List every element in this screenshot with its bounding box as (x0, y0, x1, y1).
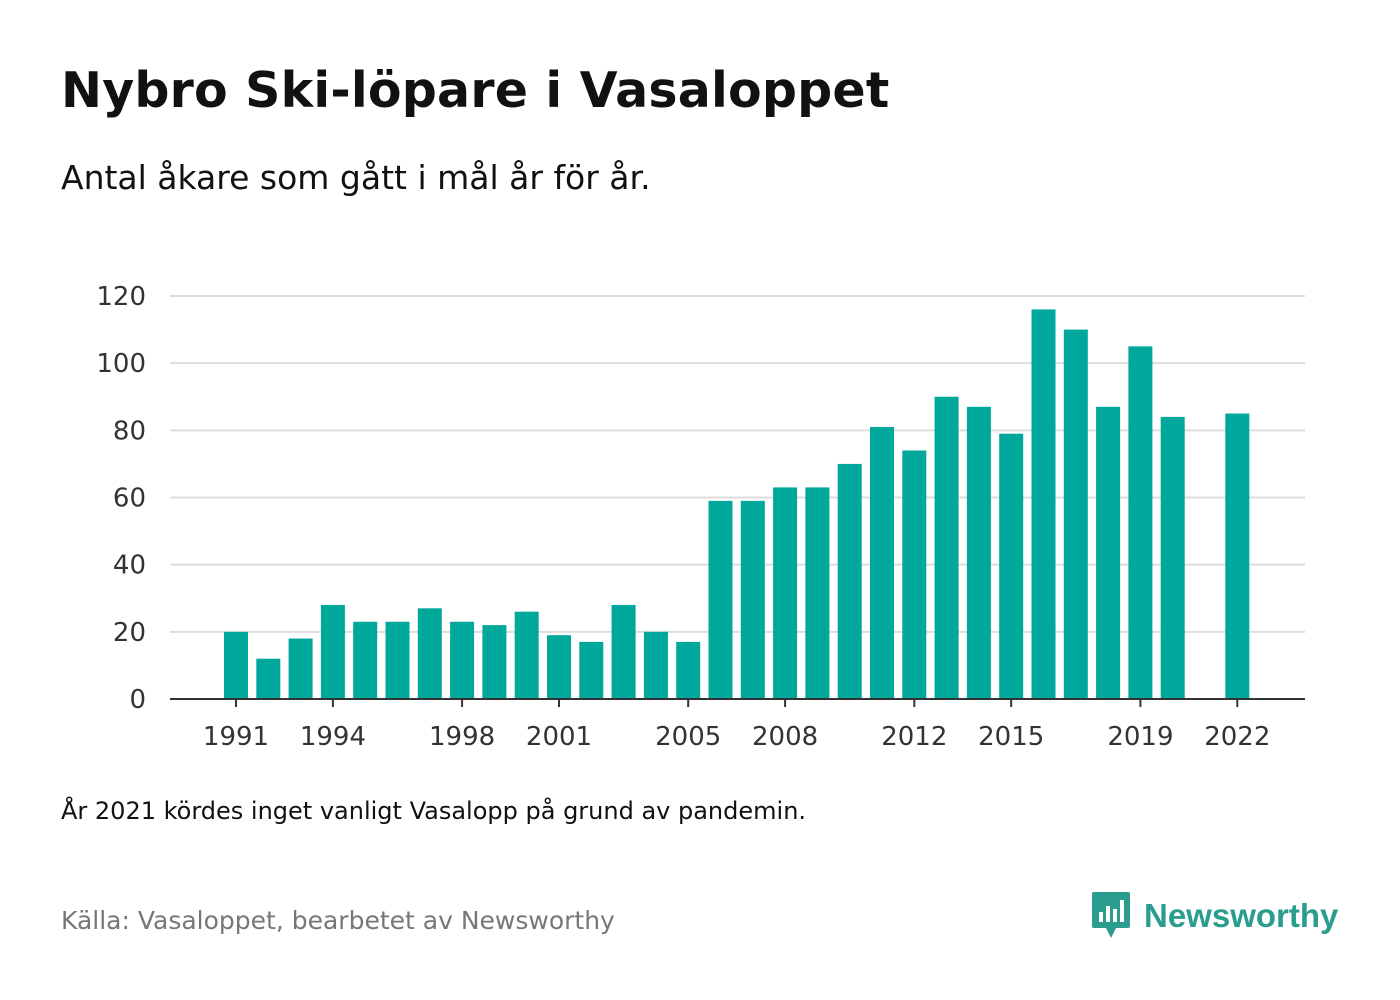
bar-2006 (708, 500, 733, 699)
y-tick-label: 0 (129, 685, 146, 715)
x-tick-label: 2012 (881, 722, 947, 752)
bar-2005 (676, 641, 701, 699)
bar-2014 (966, 406, 991, 699)
bar-2019 (1128, 346, 1153, 699)
bar-2003 (611, 604, 636, 699)
bar-2004 (643, 631, 668, 699)
x-tick-label: 1998 (429, 722, 495, 752)
x-tick-label: 2008 (752, 722, 818, 752)
source-text: Källa: Vasaloppet, bearbetet av Newswort… (61, 906, 615, 935)
bar-2022 (1225, 413, 1250, 699)
bar-2010 (837, 463, 862, 699)
x-tick-label: 1994 (300, 722, 366, 752)
bar-2020 (1160, 416, 1185, 699)
bar-1999 (482, 625, 507, 699)
y-tick-label: 80 (113, 416, 146, 446)
newsworthy-logo-icon (1092, 892, 1130, 938)
bar-1995 (353, 621, 378, 699)
bar-2016 (1031, 309, 1056, 699)
y-tick-label: 100 (96, 349, 146, 379)
y-tick-label: 20 (113, 618, 146, 648)
newsworthy-logo: Newsworthy (1090, 890, 1338, 942)
bar-1996 (385, 621, 410, 699)
y-tick-label: 40 (113, 551, 146, 581)
bar-1991 (224, 631, 248, 699)
bar-1997 (417, 608, 442, 699)
bar-2007 (740, 500, 765, 699)
bar-2018 (1096, 406, 1121, 699)
x-tick-label: 2001 (526, 722, 592, 752)
bar-2009 (805, 487, 830, 699)
bar-2011 (870, 426, 894, 699)
bar-chart: 0 20 40 60 80 100 120 1991 1994 1998 2001 2005 2008 2… (96, 282, 1305, 752)
chart-subtitle: Antal åkare som gått i mål år för år. (61, 158, 651, 197)
y-tick-label: 60 (113, 484, 146, 514)
bar-2012 (902, 450, 927, 699)
bar-2008 (773, 487, 798, 699)
chart-title: Nybro Ski-löpare i Vasaloppet (61, 62, 890, 119)
bar-2013 (934, 396, 959, 699)
x-tick-label: 2015 (978, 722, 1044, 752)
bar-2000 (514, 611, 539, 699)
x-tick-label: 1991 (203, 722, 269, 752)
bar-1998 (450, 621, 475, 699)
bar-1993 (288, 638, 313, 699)
x-tick-label: 2019 (1107, 722, 1173, 752)
x-tick-label: 2005 (655, 722, 721, 752)
bar-2015 (999, 433, 1024, 699)
bar-2002 (579, 641, 604, 699)
bar-1992 (256, 658, 281, 699)
footnote: År 2021 kördes inget vanligt Vasalopp på… (61, 797, 807, 825)
bar-1994 (320, 604, 345, 699)
bar-2001 (547, 635, 571, 699)
logo-text: Newsworthy (1144, 897, 1339, 934)
y-tick-label: 120 (96, 282, 146, 312)
bar-2017 (1063, 329, 1088, 699)
x-tick-label: 2022 (1204, 722, 1270, 752)
